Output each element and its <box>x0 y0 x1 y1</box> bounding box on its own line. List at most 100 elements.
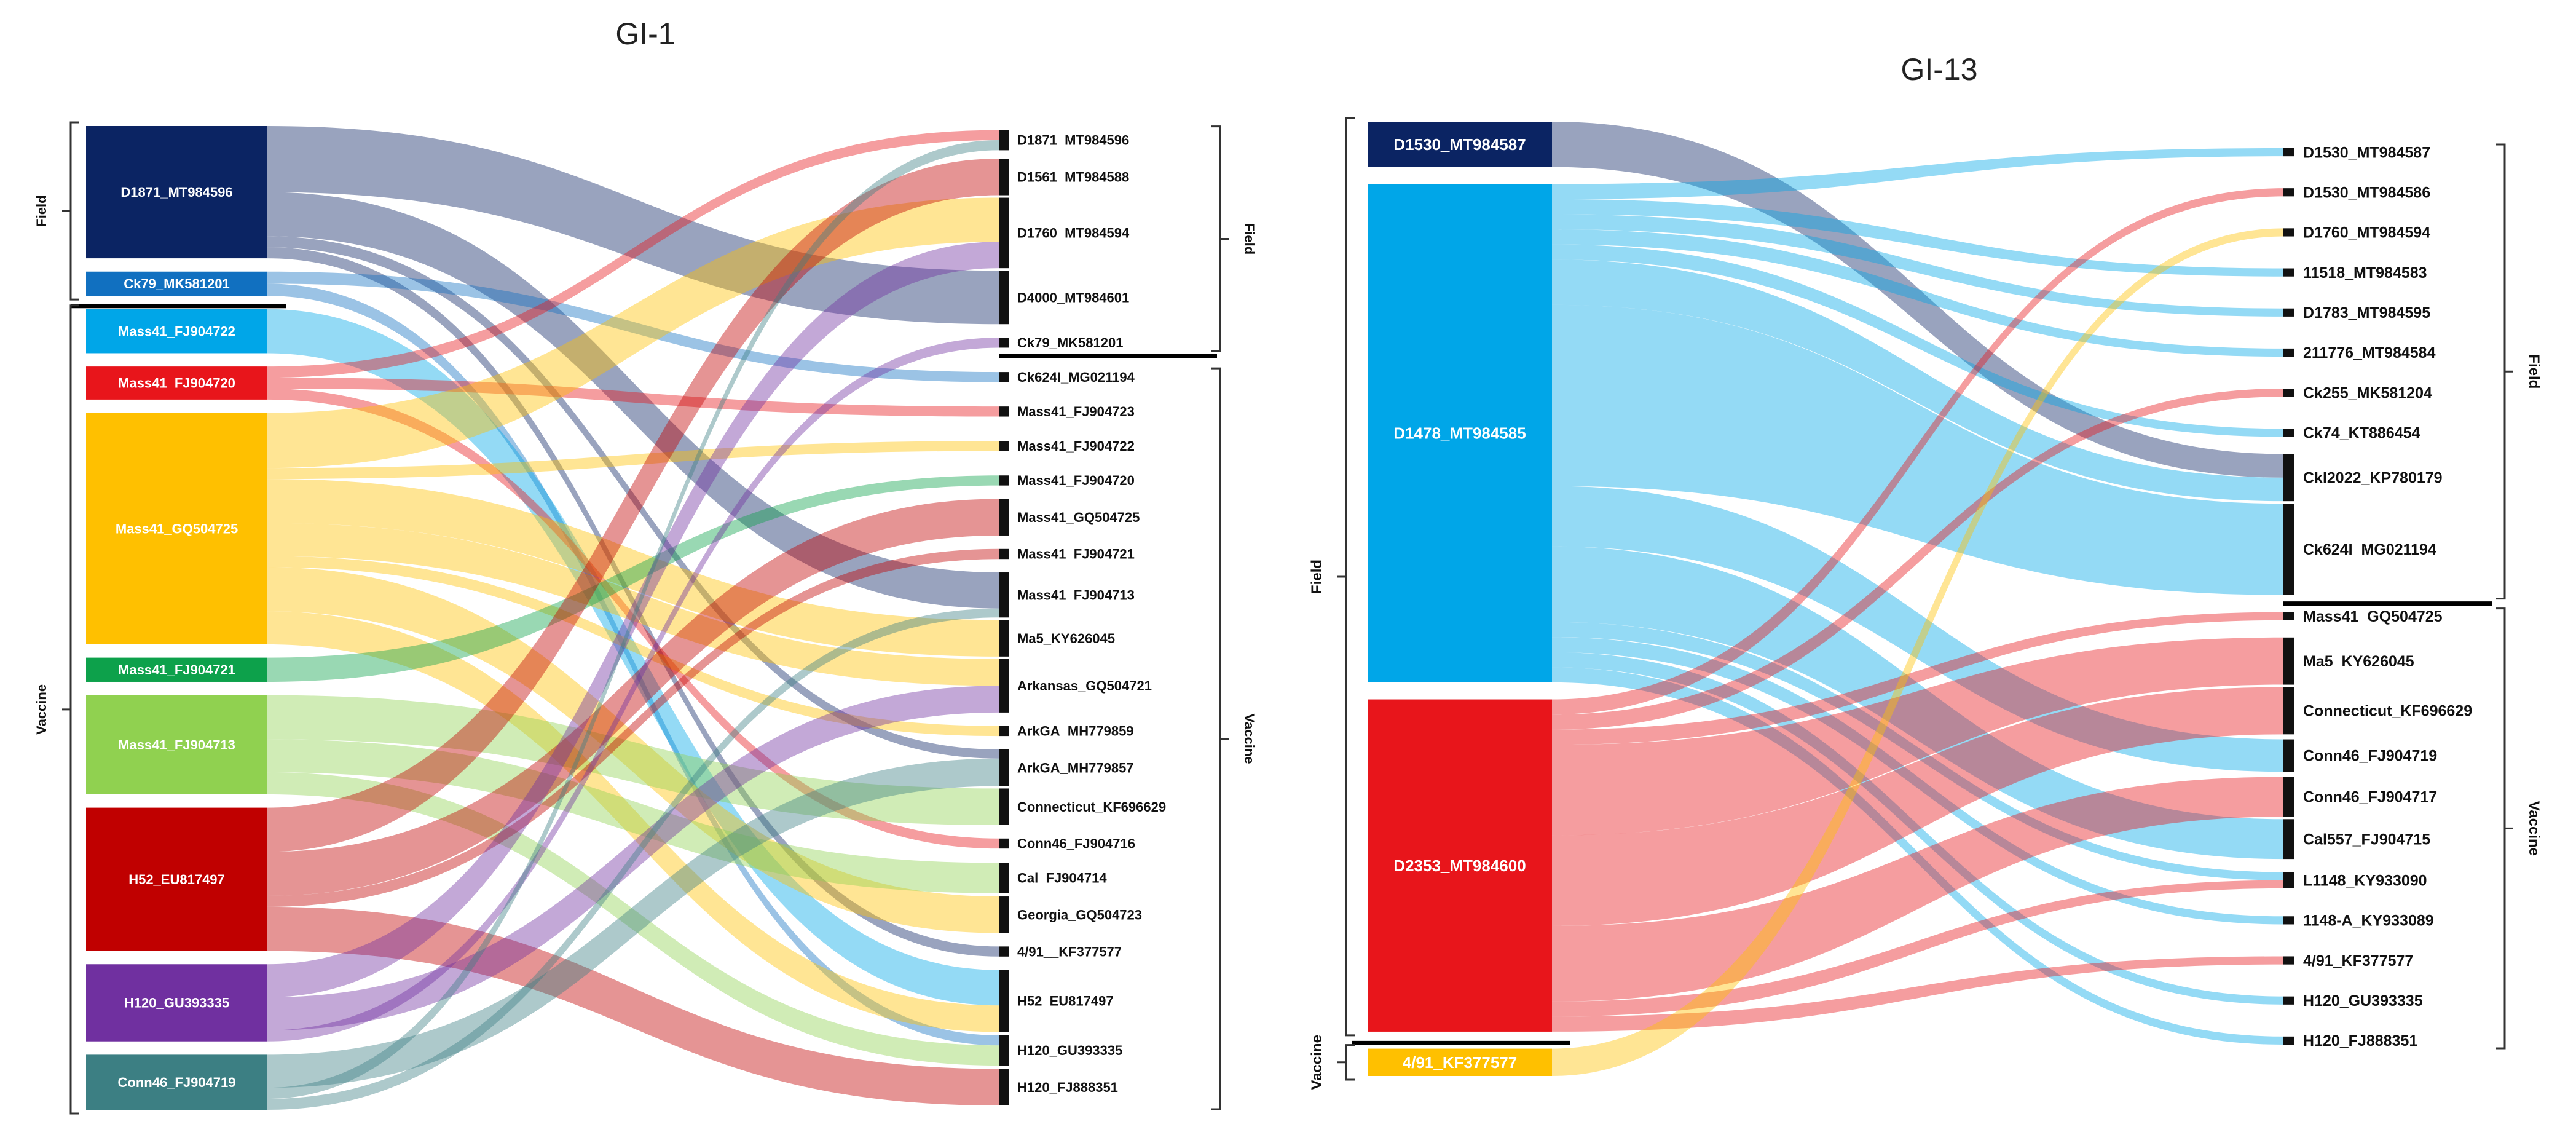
gi1-target-node-ck79-mk581201 <box>999 338 1009 348</box>
gi13-left-group-field-label: Field <box>1309 560 1325 594</box>
gi13-target-node-conn46-fj904719 <box>2283 739 2294 772</box>
gi13-target-label: Cal557_FJ904715 <box>2303 831 2430 848</box>
gi1-target-node-georgia-gq504723 <box>999 896 1009 933</box>
gi13-target-label: H120_GU393335 <box>2303 992 2423 1010</box>
gi1-flow-h120-gu393335-to-arkansas-gq504721 <box>267 686 999 1030</box>
gi1-target-node-ma5-ky626045 <box>999 620 1009 657</box>
gi13-target-node-cki2022-kp780179 <box>2283 454 2294 502</box>
gi13-target-label: 211776_MT984584 <box>2303 344 2436 362</box>
gi1-target-label: Cal_FJ904714 <box>1017 871 1107 886</box>
gi13-target-node-11518-mt984583 <box>2283 268 2294 277</box>
gi1-left-group-vaccine-label: Vaccine <box>34 684 49 735</box>
gi13-target-label: Ck74_KT886454 <box>2303 425 2420 442</box>
gi13-target-node-1148-a-ky933089 <box>2283 916 2294 925</box>
gi13-flow-d1478-mt984585-to-ck624i-mg021194 <box>1552 304 2283 595</box>
gi1-target-node-mass41-fj904713 <box>999 572 1009 618</box>
gi1-flow-h52-eu817497-to-h120-fj888351 <box>267 906 999 1105</box>
gi13-right-group-vaccine-label: Vaccine <box>2526 801 2542 856</box>
gi13-target-node-ma5-ky626045 <box>2283 637 2294 685</box>
gi1-target-node-arkga-mh779859 <box>999 726 1009 737</box>
gi1-source-label: Mass41_GQ504725 <box>116 521 238 536</box>
gi1-flow-ck79-mk581201-to-ck624i-mg021194 <box>267 271 999 382</box>
gi13-left-group-vaccine-label: Vaccine <box>1309 1035 1325 1090</box>
gi1-target-label: Arkansas_GQ504721 <box>1017 678 1152 694</box>
gi13-flow-d1478-mt984585-to-cki2022-kp780179 <box>1552 259 2283 502</box>
gi13-target-node-h120-gu393335 <box>2283 996 2294 1005</box>
gi13-flow-d1478-mt984585-to-211776-mt984584 <box>1552 229 2283 357</box>
gi1-target-node-mass41-gq504725 <box>999 499 1009 536</box>
gi1-left-group-field-label: Field <box>34 195 49 226</box>
gi13-target-node-211776-mt984584 <box>2283 348 2294 357</box>
gi1-source-label: D1871_MT984596 <box>120 184 232 200</box>
gi13-source-node-4-91-kf377577 <box>1368 1048 1552 1076</box>
gi1-target-label: 4/91__KF377577 <box>1017 944 1122 959</box>
gi1-flow-mass41-gq504725-to-georgia-gq504723 <box>267 567 999 933</box>
gi1-flow-mass41-gq504725-to-arkansas-gq504721 <box>267 523 999 686</box>
gi1-flow-d1871-mt984596-to-d4000-mt984601 <box>267 126 999 325</box>
gi13-target-node-cal557-fj904715 <box>2283 819 2294 860</box>
gi13-flow-d2353-mt984600-to-connecticut-kf696629 <box>1552 687 2283 926</box>
gi1-target-label: Mass41_FJ904723 <box>1017 404 1135 419</box>
gi1-left-group-field-bracket <box>62 121 79 301</box>
gi13-flow-d1478-mt984585-to-l1148-ky933090 <box>1552 622 2283 880</box>
gi13-flow-d1478-mt984585-to-cal557-fj904715 <box>1552 546 2283 860</box>
gi13-source-node-d1530-mt984587 <box>1368 122 1552 167</box>
gi1-flow-h52-eu817497-to-d1561-mt984588 <box>267 159 999 852</box>
gi1-source-label: Mass41_FJ904722 <box>118 323 235 339</box>
gi1-flow-h52-eu817497-to-mass41-fj904721 <box>267 548 999 907</box>
gi1-source-label: Mass41_FJ904713 <box>118 737 235 753</box>
gi1-target-node-h120-fj888351 <box>999 1069 1009 1105</box>
gi1-flow-mass41-fj904720-to-mass41-fj904723 <box>267 378 999 417</box>
gi13-title: GI-13 <box>1900 52 1977 87</box>
gi1-target-label: Connecticut_KF696629 <box>1017 799 1166 815</box>
gi13-target-node-ck624i-mg021194 <box>2283 504 2294 595</box>
gi13-target-node-d1760-mt984594 <box>2283 228 2294 237</box>
gi1-flow-d1871-mt984596-to-4-91-kf377577 <box>267 247 999 957</box>
gi1-left-group-vaccine-bracket <box>62 304 79 1115</box>
gi1-target-label: D4000_MT984601 <box>1017 290 1129 305</box>
gi13-flow-d1478-mt984585-to-11518-mt984583 <box>1552 199 2283 277</box>
gi1-target-node-ck624i-mg021194 <box>999 372 1009 382</box>
gi1-source-label: H120_GU393335 <box>124 995 229 1011</box>
gi13-target-label: 4/91_KF377577 <box>2303 952 2413 970</box>
gi13-target-node-mass41-gq504725 <box>2283 612 2294 620</box>
gi13-flow-d1478-mt984585-to-d1783-mt984595 <box>1552 214 2283 317</box>
gi13-left-group-field-bracket <box>1337 117 1355 1037</box>
gi1-source-node-ck79-mk581201 <box>86 271 267 296</box>
gi13-flow-d1478-mt984585-to-1148-a-ky933089 <box>1552 637 2283 925</box>
gi1-source-node-h120-gu393335 <box>86 964 267 1042</box>
gi1-source-node-conn46-fj904719 <box>86 1054 267 1110</box>
gi13-flow-d2353-mt984600-to-ck255-mk581204 <box>1552 389 2283 730</box>
gi1-flow-d1871-mt984596-to-mass41-fj904713 <box>267 192 999 609</box>
gi1-target-node-d4000-mt984601 <box>999 271 1009 325</box>
gi1-target-label: D1871_MT984596 <box>1017 133 1129 148</box>
gi13-flows <box>1552 122 2283 1077</box>
gi1-flow-conn46-fj904719-to-mass41-fj904713 <box>267 608 999 1110</box>
gi13-right-group-vaccine-bracket <box>2496 607 2513 1050</box>
gi1-flow-mass41-fj904713-to-cal-fj904714 <box>267 739 999 893</box>
gi13-target-label: Connecticut_KF696629 <box>2303 703 2472 720</box>
gi1-title: GI-1 <box>615 17 675 51</box>
gi13-target-node-h120-fj888351 <box>2283 1036 2294 1045</box>
gi1-target-label: D1760_MT984594 <box>1017 226 1130 241</box>
gi1-source-node-d1871-mt984596 <box>86 126 267 259</box>
gi1-target-node-cal-fj904714 <box>999 863 1009 893</box>
gi1-target-node-d1561-mt984588 <box>999 159 1009 196</box>
gi13-target-node-d1530-mt984586 <box>2283 188 2294 197</box>
gi1-flow-ck79-mk581201-to-h120-gu393335 <box>267 283 999 1046</box>
gi1-flow-mass41-fj904713-to-h120-gu393335 <box>267 772 999 1066</box>
gi13-flow-d1530-mt984587-to-cki2022-kp780179 <box>1552 122 2283 478</box>
gi13-target-node-conn46-fj904717 <box>2283 777 2294 817</box>
gi1-target-label: Conn46_FJ904716 <box>1017 836 1135 852</box>
gi1-flow-mass41-fj904720-to-conn46-fj904716 <box>267 388 999 849</box>
gi13-flow-d1478-mt984585-to-h120-fj888351 <box>1552 667 2283 1045</box>
gi1-flow-mass41-fj904713-to-connecticut-kf696629 <box>267 695 999 825</box>
gi1-source-label: Ck79_MK581201 <box>124 276 229 291</box>
gi13-target-label: D1783_MT984595 <box>2303 304 2430 322</box>
gi1-source-node-mass41-fj904713 <box>86 695 267 794</box>
gi13-source-label: D2353_MT984600 <box>1393 856 1526 875</box>
gi13-target-label: L1148_KY933090 <box>2303 872 2427 889</box>
gi13-target-label: Conn46_FJ904719 <box>2303 748 2437 765</box>
gi1-target-label: Ck79_MK581201 <box>1017 335 1123 350</box>
gi13-source-label: D1478_MT984585 <box>1393 424 1526 443</box>
